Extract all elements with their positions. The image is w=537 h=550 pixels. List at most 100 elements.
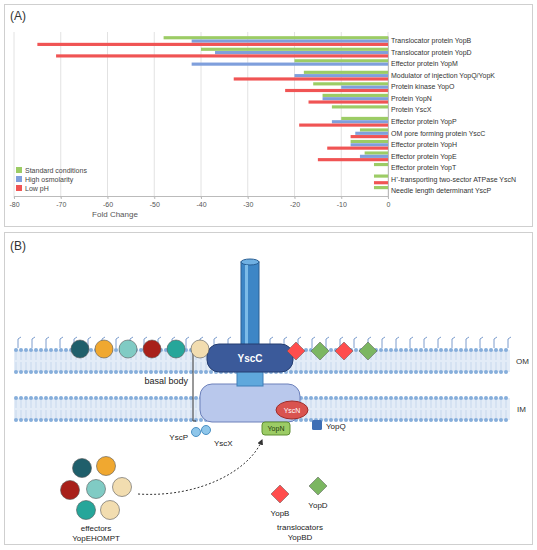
inserted-translocator bbox=[359, 342, 377, 360]
lipid-head bbox=[409, 396, 413, 400]
lipid-tail bbox=[91, 362, 92, 370]
lipid-tail bbox=[381, 362, 382, 370]
lipid-tail bbox=[31, 352, 32, 360]
lipid-tail bbox=[316, 410, 317, 418]
lps bbox=[508, 337, 511, 348]
lipid-head bbox=[114, 370, 118, 374]
lipid-head bbox=[319, 370, 323, 374]
legend-label: Low pH bbox=[25, 185, 49, 193]
lipid-head bbox=[329, 396, 333, 400]
yscx-label: YscX bbox=[214, 439, 233, 448]
lipid-tail bbox=[191, 362, 192, 370]
lipid-head bbox=[84, 396, 88, 400]
lipid-tail bbox=[401, 362, 402, 370]
category-label: Effector protein YopH bbox=[391, 141, 457, 149]
lipid-head bbox=[399, 418, 403, 422]
lipid-tail bbox=[391, 352, 392, 360]
lipid-head bbox=[79, 370, 83, 374]
lipid-head bbox=[469, 348, 473, 352]
lipid-tail bbox=[56, 352, 57, 360]
lipid-tail bbox=[196, 362, 197, 370]
lipid-tail bbox=[496, 400, 497, 408]
lipid-tail bbox=[371, 410, 372, 418]
x-tick-label: 0 bbox=[387, 201, 391, 208]
x-tick-label: -70 bbox=[56, 201, 66, 208]
lipid-tail bbox=[381, 352, 382, 360]
lipid-tail bbox=[441, 352, 442, 360]
lipid-tail bbox=[401, 410, 402, 418]
bar bbox=[374, 181, 388, 184]
lipid-tail bbox=[431, 400, 432, 408]
lipid-tail bbox=[436, 352, 437, 360]
lipid-tail bbox=[61, 410, 62, 418]
lipid-head bbox=[409, 348, 413, 352]
lipid-tail bbox=[491, 410, 492, 418]
lipid-tail bbox=[321, 400, 322, 408]
bar bbox=[234, 77, 388, 80]
bar bbox=[285, 89, 388, 92]
bar bbox=[192, 63, 388, 66]
lipid-head bbox=[489, 370, 493, 374]
yscx bbox=[202, 426, 211, 435]
lipid-tail bbox=[51, 410, 52, 418]
lipid-tail bbox=[186, 410, 187, 418]
secreted-effector bbox=[143, 340, 161, 358]
inserted-translocator bbox=[335, 342, 353, 360]
yscn bbox=[276, 401, 308, 419]
lipid-head bbox=[194, 396, 198, 400]
lipid-head bbox=[499, 396, 503, 400]
lipid-head bbox=[94, 370, 98, 374]
lipid-tail bbox=[356, 400, 357, 408]
y-axis: Translocator protein YopBTranslocator pr… bbox=[388, 37, 516, 197]
lipid-tail bbox=[346, 400, 347, 408]
lipid-head bbox=[399, 370, 403, 374]
lipid-tail bbox=[126, 410, 127, 418]
lipid-tail bbox=[426, 410, 427, 418]
lipid-head bbox=[414, 370, 418, 374]
lipid-head bbox=[159, 396, 163, 400]
lipid-tail bbox=[96, 362, 97, 370]
lipid-head bbox=[59, 348, 63, 352]
lipid-head bbox=[69, 370, 73, 374]
lipid-head bbox=[114, 418, 118, 422]
lipid-head bbox=[109, 396, 113, 400]
y-tick: Modulator of injection YopQ/YopK bbox=[388, 72, 495, 80]
lipid-tail bbox=[436, 362, 437, 370]
lipid-tail bbox=[146, 400, 147, 408]
lipid-head bbox=[79, 396, 83, 400]
lipid-head bbox=[29, 348, 33, 352]
lipid-head bbox=[329, 370, 333, 374]
lipid-head bbox=[359, 396, 363, 400]
lipid-tail bbox=[411, 362, 412, 370]
lipid-head bbox=[94, 418, 98, 422]
lipid-tail bbox=[506, 362, 507, 370]
lipid-tail bbox=[506, 410, 507, 418]
yscp bbox=[192, 428, 201, 437]
lipid-tail bbox=[301, 362, 302, 370]
lipid-head bbox=[454, 418, 458, 422]
lipid-head bbox=[134, 370, 138, 374]
lipid-head bbox=[504, 370, 508, 374]
panel-label: (B) bbox=[10, 239, 26, 253]
lipid-tail bbox=[331, 362, 332, 370]
category-label: Protein YopN bbox=[391, 95, 432, 103]
lipid-tail bbox=[21, 400, 22, 408]
lipid-tail bbox=[466, 352, 467, 360]
lipid-tail bbox=[361, 410, 362, 418]
lipid-tail bbox=[161, 400, 162, 408]
lipid-head bbox=[164, 396, 168, 400]
category-label: Needle length determinant YscP bbox=[391, 187, 492, 195]
lipid-head bbox=[474, 396, 478, 400]
lipid-head bbox=[174, 370, 178, 374]
lipid-head bbox=[59, 396, 63, 400]
lipid-tail bbox=[151, 410, 152, 418]
lipid-head bbox=[354, 396, 358, 400]
lipid-tail bbox=[181, 410, 182, 418]
lipid-tail bbox=[111, 400, 112, 408]
lipid-head bbox=[419, 370, 423, 374]
lipid-tail bbox=[26, 352, 27, 360]
lipid-head bbox=[169, 396, 173, 400]
lipid-tail bbox=[346, 362, 347, 370]
lipid-head bbox=[359, 418, 363, 422]
lipid-tail bbox=[306, 362, 307, 370]
